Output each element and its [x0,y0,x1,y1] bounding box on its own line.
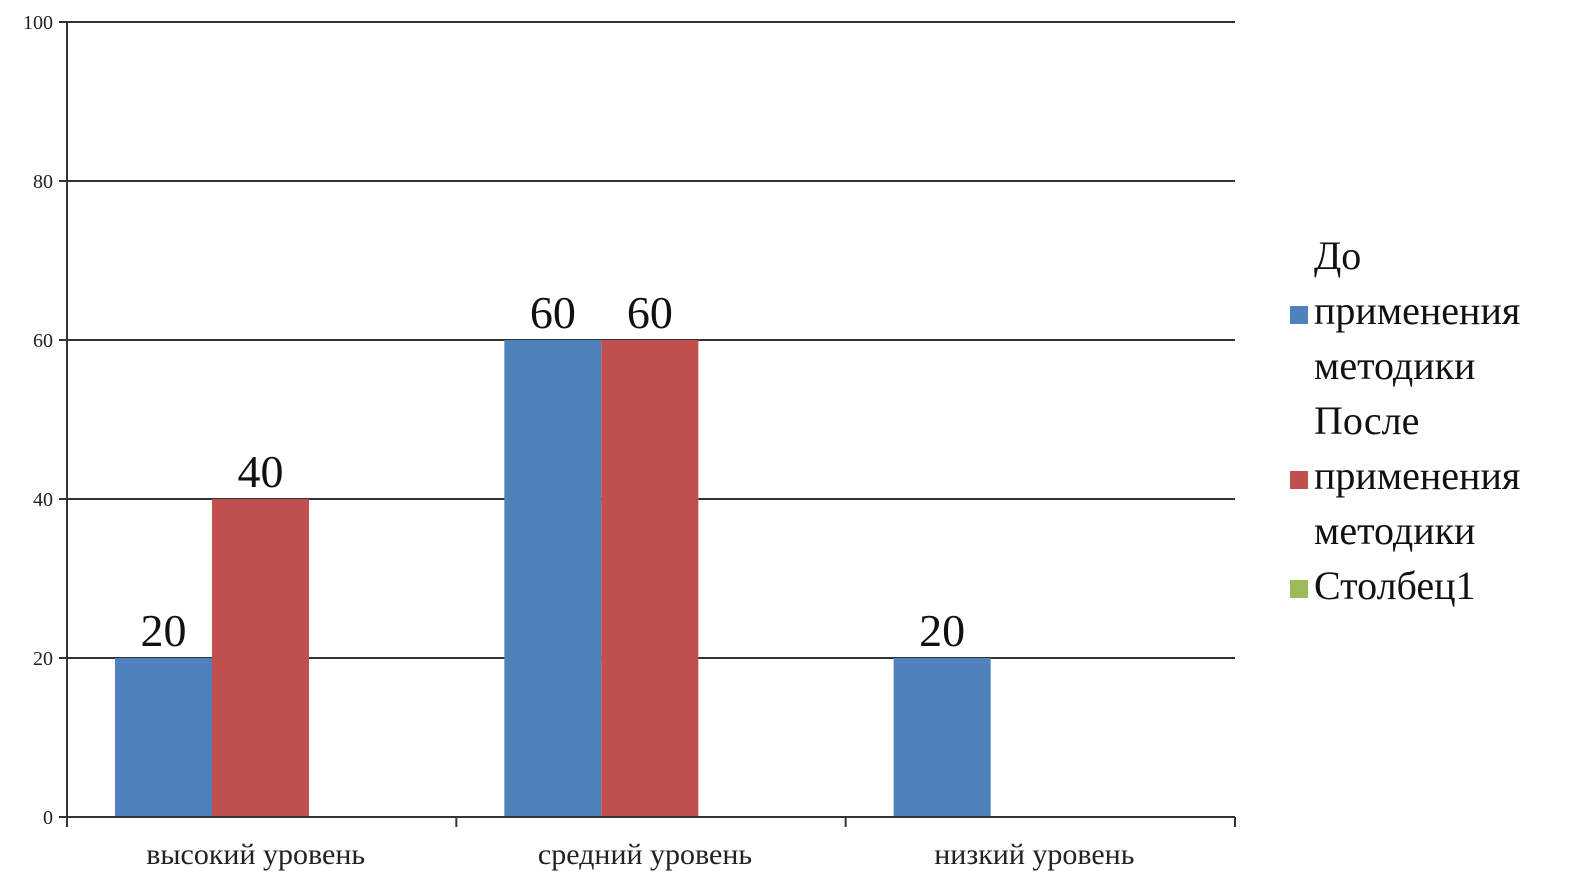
x-category-label-2: низкий уровень [934,838,1134,871]
legend-entry-after: После применения методики [1290,393,1571,558]
data-label-s0-c0: 20 [141,605,187,656]
legend-swatch-column1 [1290,580,1308,598]
legend-entry-column1: Столбец1 [1290,558,1571,613]
legend-swatch-after [1290,471,1308,489]
legend-entry-before: До применения методики [1290,228,1571,393]
legend-label-before: До применения методики [1314,233,1521,388]
legend-swatch-before [1290,306,1308,324]
data-label-s1-c0: 40 [238,446,284,497]
data-labels: 20 60 20 40 60 [141,287,966,656]
legend-label-after: После применения методики [1314,398,1521,553]
data-label-s0-c1: 60 [530,287,576,338]
data-label-s1-c1: 60 [627,287,673,338]
x-category-label-1: средний уровень [538,838,752,871]
y-tick-label-100: 100 [23,12,53,34]
bar-s1-c1 [601,340,699,817]
bar-s1-c0 [212,499,309,817]
legend: До применения методики После применения … [1290,228,1571,613]
y-axis-ticks: 0 20 40 60 80 100 [23,12,67,829]
bar-s0-c1 [504,340,602,817]
axes [66,22,1236,827]
legend-label-column1: Столбец1 [1314,563,1476,608]
bars [115,340,991,817]
x-axis-categories: высокий уровень средний уровень низкий уро… [146,838,1134,871]
y-tick-label-40: 40 [33,489,53,511]
y-tick-label-20: 20 [33,648,53,670]
x-category-label-0: высокий уровень [146,838,365,871]
y-tick-label-80: 80 [33,171,53,193]
bar-s0-c0 [115,658,212,817]
data-label-s0-c2: 20 [919,605,965,656]
y-tick-label-0: 0 [43,807,53,829]
bar-s0-c2 [893,658,991,817]
y-tick-label-60: 60 [33,330,53,352]
